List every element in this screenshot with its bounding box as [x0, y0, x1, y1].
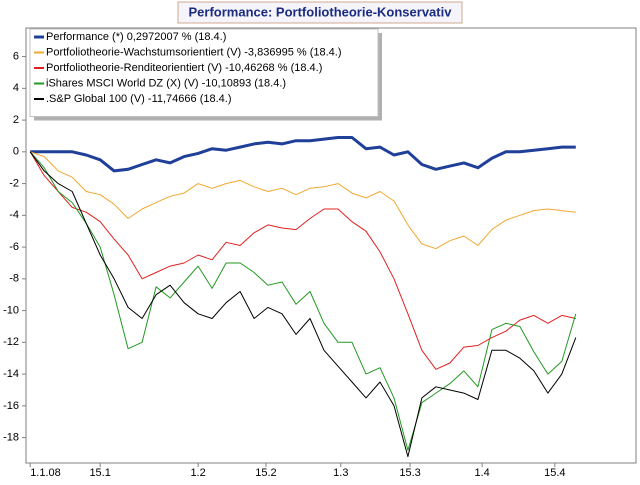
y-tick-label: -12 — [3, 336, 19, 348]
series-line — [29, 151, 577, 451]
x-tick-label: 1.2 — [190, 467, 205, 479]
x-tick-label: 15.3 — [399, 467, 420, 479]
y-tick-label: -4 — [9, 209, 19, 221]
chart-title: Performance: Portfoliotheorie-Konservati… — [189, 4, 453, 19]
x-tick-label: 15.1 — [89, 467, 110, 479]
y-tick-label: 4 — [13, 82, 19, 94]
x-tick-label: 1.3 — [333, 467, 348, 479]
legend: Performance (*) 0,2972007 % (18.4.) Portf… — [29, 28, 382, 121]
x-tick-label: 15.4 — [544, 467, 565, 479]
axes: -18 -16 -14 -12 -10 -8 -6 -4 -2 0 2 4 6 1.1.08 15.1 1.2… — [3, 50, 565, 478]
y-tick-label: -8 — [9, 273, 19, 285]
y-tick-label: 2 — [13, 114, 19, 126]
y-tick-label: -18 — [3, 432, 19, 444]
y-tick-label: -2 — [9, 177, 19, 189]
x-tick-label: 1.4 — [474, 467, 489, 479]
y-tick-label: -16 — [3, 400, 19, 412]
y-tick-label: -10 — [3, 304, 19, 316]
series-line — [30, 136, 576, 173]
y-tick-label: 6 — [13, 50, 19, 62]
x-tick-label: 1.1.08 — [30, 467, 61, 479]
series-line — [29, 151, 577, 458]
legend-label: Performance (*) 0,2972007 % (18.4.) — [46, 31, 226, 43]
legend-box — [29, 28, 379, 117]
y-tick-label: -6 — [9, 241, 19, 253]
y-tick-label: 0 — [13, 146, 19, 158]
series-lines — [29, 136, 577, 458]
y-tick-label: -14 — [3, 368, 19, 380]
series-line — [29, 151, 576, 370]
series-line — [30, 151, 576, 250]
legend-label: Portfoliotheorie-Renditeorientiert (V) -… — [46, 62, 322, 74]
legend-label: Portfoliotheorie-Wachstumsorientiert (V)… — [46, 46, 342, 58]
title-box — [177, 1, 463, 24]
legend-label: .S&P Global 100 (V) -11,74666 (18.4.) — [46, 93, 231, 105]
x-tick-label: 15.2 — [255, 467, 276, 479]
legend-label: iShares MSCI World DZ (X) (V) -10,10893 … — [46, 77, 286, 89]
